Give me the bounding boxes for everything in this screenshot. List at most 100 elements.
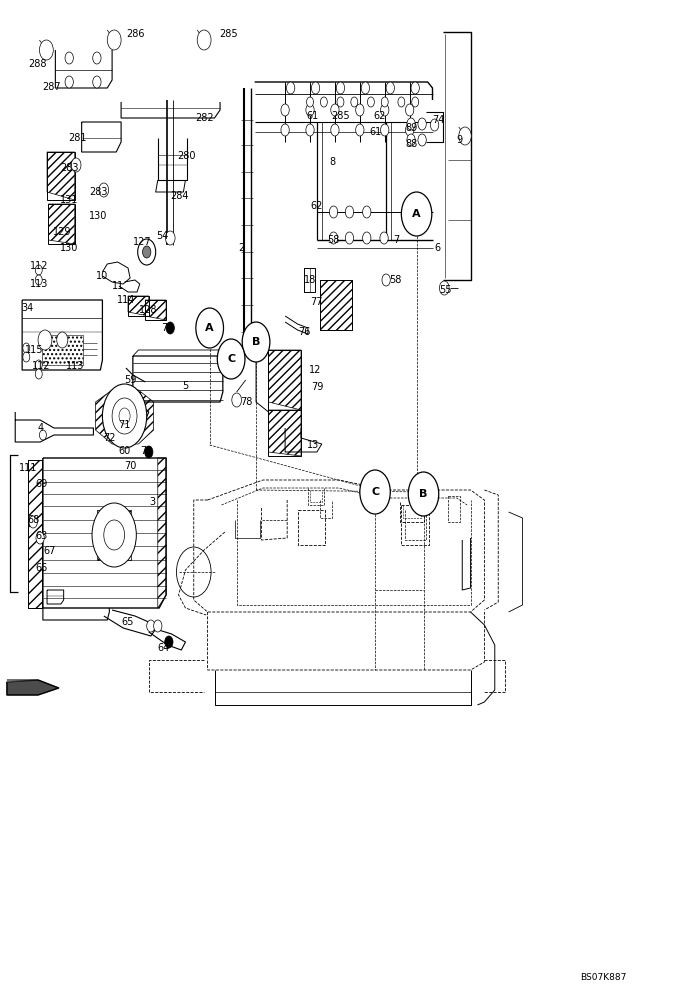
Text: 283: 283 bbox=[89, 187, 107, 197]
Text: 77: 77 bbox=[311, 297, 323, 307]
Text: 73: 73 bbox=[140, 446, 153, 456]
Circle shape bbox=[459, 129, 468, 141]
Text: 69: 69 bbox=[35, 479, 48, 489]
Text: 58: 58 bbox=[327, 235, 340, 245]
Circle shape bbox=[196, 308, 224, 348]
Circle shape bbox=[145, 446, 153, 458]
Circle shape bbox=[381, 97, 388, 107]
Text: 74: 74 bbox=[432, 115, 445, 125]
Circle shape bbox=[363, 206, 371, 218]
Circle shape bbox=[286, 82, 295, 94]
Bar bbox=[145, 300, 166, 320]
Circle shape bbox=[337, 97, 344, 107]
Text: 88: 88 bbox=[405, 139, 417, 149]
Text: 3: 3 bbox=[149, 497, 155, 507]
Text: 281: 281 bbox=[69, 133, 86, 143]
Circle shape bbox=[35, 360, 42, 370]
Text: BS07K887: BS07K887 bbox=[580, 974, 627, 982]
Bar bbox=[268, 410, 301, 456]
Circle shape bbox=[92, 503, 136, 567]
Circle shape bbox=[311, 82, 320, 94]
Polygon shape bbox=[48, 204, 75, 244]
Polygon shape bbox=[28, 460, 42, 608]
Polygon shape bbox=[158, 458, 166, 608]
Text: 9: 9 bbox=[457, 135, 462, 145]
Text: 54: 54 bbox=[156, 231, 168, 241]
Text: 113: 113 bbox=[30, 279, 48, 289]
Text: 6: 6 bbox=[435, 243, 440, 253]
Text: 111: 111 bbox=[19, 463, 37, 473]
Circle shape bbox=[281, 124, 289, 136]
Text: 61: 61 bbox=[307, 111, 319, 121]
Polygon shape bbox=[320, 280, 352, 330]
Text: 11: 11 bbox=[111, 281, 124, 291]
Circle shape bbox=[39, 430, 46, 440]
Circle shape bbox=[336, 82, 345, 94]
Text: 4: 4 bbox=[37, 423, 43, 433]
Text: 285: 285 bbox=[331, 111, 349, 121]
Circle shape bbox=[306, 104, 314, 116]
Circle shape bbox=[23, 343, 30, 353]
Text: 131: 131 bbox=[60, 195, 78, 205]
Circle shape bbox=[411, 82, 419, 94]
Text: C: C bbox=[371, 487, 379, 497]
Text: 287: 287 bbox=[43, 82, 61, 92]
Text: 55: 55 bbox=[439, 285, 452, 295]
Circle shape bbox=[119, 408, 130, 424]
Text: 62: 62 bbox=[311, 201, 323, 211]
Circle shape bbox=[345, 232, 354, 244]
Text: 8: 8 bbox=[330, 157, 336, 167]
Circle shape bbox=[320, 97, 327, 107]
Circle shape bbox=[361, 82, 370, 94]
Circle shape bbox=[138, 239, 156, 265]
Circle shape bbox=[35, 265, 42, 275]
Text: 76: 76 bbox=[298, 327, 311, 337]
Circle shape bbox=[401, 192, 432, 236]
Text: B: B bbox=[252, 337, 260, 347]
Circle shape bbox=[386, 82, 394, 94]
Polygon shape bbox=[268, 410, 301, 456]
Text: 112: 112 bbox=[33, 361, 51, 371]
Circle shape bbox=[380, 232, 388, 244]
Bar bbox=[48, 204, 75, 244]
Circle shape bbox=[65, 52, 73, 64]
Circle shape bbox=[217, 339, 245, 379]
Text: 127: 127 bbox=[134, 237, 152, 247]
Text: 288: 288 bbox=[28, 59, 46, 69]
Text: 68: 68 bbox=[27, 515, 39, 525]
Circle shape bbox=[154, 620, 162, 632]
Circle shape bbox=[382, 274, 390, 286]
Circle shape bbox=[281, 104, 289, 116]
Circle shape bbox=[398, 97, 405, 107]
Text: 130: 130 bbox=[60, 243, 78, 253]
Circle shape bbox=[23, 352, 30, 362]
Bar bbox=[47, 152, 75, 200]
Circle shape bbox=[418, 118, 426, 130]
Circle shape bbox=[165, 231, 175, 245]
Circle shape bbox=[430, 119, 439, 131]
Circle shape bbox=[331, 104, 339, 116]
Text: 285: 285 bbox=[219, 29, 237, 39]
Circle shape bbox=[104, 520, 125, 550]
Text: 112: 112 bbox=[30, 261, 48, 271]
Text: C: C bbox=[227, 354, 235, 364]
Circle shape bbox=[57, 332, 68, 348]
Circle shape bbox=[439, 281, 449, 295]
Circle shape bbox=[166, 322, 174, 334]
Circle shape bbox=[351, 97, 358, 107]
Polygon shape bbox=[145, 300, 166, 320]
Text: 60: 60 bbox=[118, 446, 131, 456]
Circle shape bbox=[331, 124, 339, 136]
Text: 5: 5 bbox=[182, 381, 189, 391]
Text: 62: 62 bbox=[373, 111, 385, 121]
Circle shape bbox=[102, 384, 147, 448]
Circle shape bbox=[306, 124, 314, 136]
Circle shape bbox=[356, 124, 364, 136]
Circle shape bbox=[407, 134, 415, 146]
Text: 64: 64 bbox=[157, 643, 170, 653]
Circle shape bbox=[71, 158, 81, 172]
Circle shape bbox=[381, 124, 389, 136]
Text: 130: 130 bbox=[89, 211, 107, 221]
Circle shape bbox=[93, 76, 101, 88]
Circle shape bbox=[406, 124, 414, 136]
